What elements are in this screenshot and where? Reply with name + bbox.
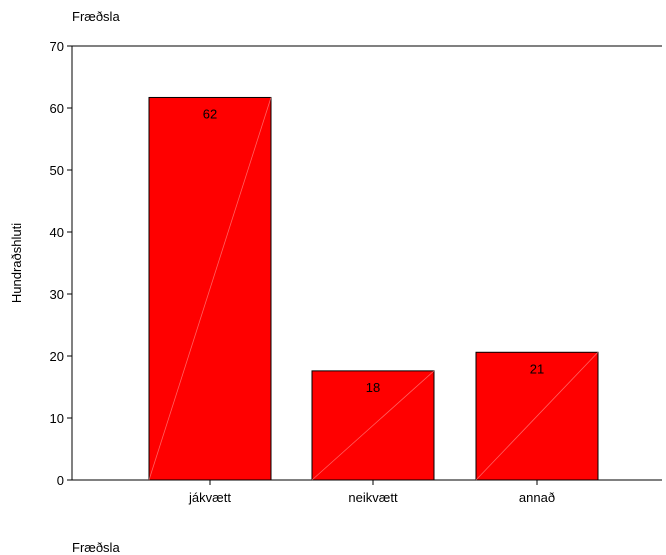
bar-diagonal	[311, 370, 435, 481]
chart-title: Fræðsla	[72, 9, 120, 24]
bar-data-label: 18	[366, 380, 380, 395]
y-tick-label: 10	[50, 411, 64, 426]
bar-diagonal	[148, 97, 272, 481]
y-axis-label: Hundraðshluti	[9, 223, 24, 303]
y-tick-label: 20	[50, 349, 64, 364]
y-tick-label: 70	[50, 39, 64, 54]
x-axis-label: Fræðsla	[72, 540, 120, 555]
bar-data-label: 62	[203, 106, 217, 121]
y-tick-label: 30	[50, 287, 64, 302]
bar-diagonal	[475, 352, 599, 481]
y-tick-label: 50	[50, 163, 64, 178]
x-tick-label: annað	[519, 490, 555, 505]
y-tick-label: 60	[50, 101, 64, 116]
x-tick-label: jákvætt	[188, 490, 231, 505]
y-tick-label: 40	[50, 225, 64, 240]
y-tick-label: 0	[57, 473, 64, 488]
bar-data-label: 21	[530, 361, 544, 376]
bars-group: 62 18 21	[148, 96, 599, 481]
x-tick-label: neikvætt	[348, 490, 398, 505]
